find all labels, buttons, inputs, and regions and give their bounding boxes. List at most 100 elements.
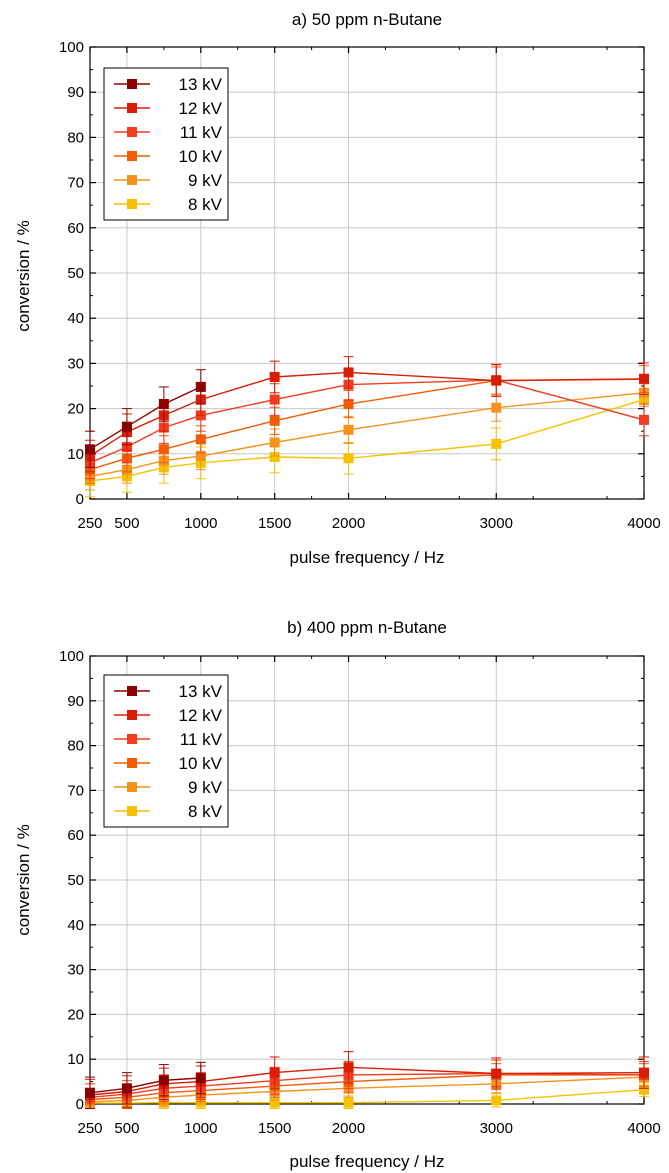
- data-point: [269, 415, 280, 426]
- data-point: [491, 375, 502, 386]
- x-tick-label: 3000: [480, 515, 513, 532]
- y-tick-label: 100: [59, 648, 84, 665]
- y-tick-label: 90: [67, 693, 84, 710]
- data-point: [121, 421, 132, 432]
- y-tick-label: 80: [67, 129, 84, 146]
- data-point: [195, 381, 206, 392]
- legend-marker: [127, 758, 137, 768]
- y-tick-label: 20: [67, 1006, 84, 1023]
- legend-label: 8 kV: [188, 802, 223, 821]
- legend-label: 13 kV: [179, 682, 223, 701]
- y-tick-label: 0: [76, 491, 84, 508]
- series-11-kv: [85, 1059, 649, 1109]
- data-point: [269, 1067, 280, 1078]
- series-13-kv: [85, 369, 206, 468]
- data-point: [491, 1095, 502, 1106]
- x-tick-label: 1000: [184, 515, 217, 532]
- data-point: [491, 438, 502, 449]
- data-point: [195, 434, 206, 445]
- y-tick-label: 30: [67, 355, 84, 372]
- data-point: [639, 1067, 649, 1078]
- y-tick-label: 70: [67, 782, 84, 799]
- data-point: [85, 444, 95, 455]
- data-point: [269, 437, 280, 448]
- legend-marker: [127, 782, 137, 792]
- series-12-kv: [85, 356, 649, 473]
- series-line: [90, 1089, 645, 1104]
- legend: 13 kV 12 kV 11 kV 10 kV 9 kV 8 kV: [103, 67, 229, 221]
- series-10-kv: [85, 365, 649, 484]
- data-point: [343, 424, 354, 435]
- chart-a-title: a) 50 ppm n-Butane: [291, 10, 443, 29]
- series-line: [89, 398, 645, 482]
- legend-label: 10 kV: [179, 147, 223, 166]
- x-tick-label: 4000: [627, 1120, 660, 1137]
- chart-a-xlabel: pulse frequency / Hz: [289, 548, 445, 567]
- chart-b-xlabel: pulse frequency / Hz: [289, 1152, 445, 1171]
- legend-label: 13 kV: [179, 75, 223, 94]
- data-point: [121, 1083, 132, 1094]
- legend-label: 10 kV: [179, 754, 223, 773]
- legend-label: 11 kV: [180, 730, 223, 749]
- x-tick-label: 1500: [258, 1120, 291, 1137]
- series-line: [89, 386, 202, 450]
- x-tick-label: 2000: [332, 515, 365, 532]
- x-tick-label: 250: [77, 1120, 102, 1137]
- y-tick-label: 50: [67, 872, 84, 889]
- chart-b: 0 10 20 30 40 50 60 70 80 90 100 250 500 1000 1500 2000…: [59, 648, 661, 1137]
- legend-marker: [127, 686, 137, 696]
- x-tick-label: 3000: [480, 1120, 513, 1137]
- y-tick-label: 0: [76, 1096, 84, 1113]
- data-point: [158, 444, 169, 455]
- chart-a: 0 10 20 30 40 50 60 70 80 90 100 250 500 1000 1500 2000…: [59, 39, 661, 532]
- series-line: [89, 1076, 645, 1103]
- y-tick-label: 10: [67, 446, 84, 463]
- series-line: [89, 1072, 645, 1098]
- legend-label: 9 kV: [188, 778, 223, 797]
- y-tick-label: 100: [59, 39, 84, 56]
- y-tick-label: 50: [67, 265, 84, 282]
- y-tick-label: 60: [67, 220, 84, 237]
- y-tick-label: 40: [67, 310, 84, 327]
- x-tick-label: 500: [114, 1120, 139, 1137]
- series-line: [89, 1066, 645, 1096]
- y-tick-label: 40: [67, 917, 84, 934]
- y-tick-label: 90: [67, 84, 84, 101]
- series-9-kv: [85, 378, 649, 491]
- legend-marker: [127, 103, 137, 113]
- legend-marker: [127, 199, 137, 209]
- y-tick-label: 80: [67, 738, 84, 755]
- legend-label: 9 kV: [188, 171, 223, 190]
- series-line: [89, 392, 645, 478]
- data-point: [639, 373, 649, 384]
- data-point: [158, 399, 169, 410]
- chart-b-title: b) 400 ppm n-Butane: [287, 618, 447, 637]
- data-point: [269, 1097, 280, 1108]
- legend-marker: [127, 79, 137, 89]
- legend-marker: [127, 127, 137, 137]
- y-tick-label: 60: [67, 827, 84, 844]
- legend-box: [103, 674, 229, 828]
- data-point: [491, 1068, 502, 1079]
- y-tick-label: 30: [67, 962, 84, 979]
- data-point: [269, 371, 280, 382]
- legend-marker: [127, 710, 137, 720]
- legend-marker: [127, 151, 137, 161]
- y-tick-label: 70: [67, 175, 84, 192]
- legend-marker: [127, 806, 137, 816]
- legend-label: 11 kV: [180, 123, 223, 142]
- series-line: [89, 371, 645, 457]
- data-point: [343, 453, 354, 464]
- data-point: [639, 1084, 649, 1095]
- data-point: [343, 1097, 354, 1108]
- legend: 13 kV 12 kV 11 kV 10 kV 9 kV 8 kV: [103, 674, 229, 828]
- series-11-kv: [85, 363, 649, 480]
- data-point: [639, 414, 649, 425]
- x-tick-label: 4000: [627, 515, 660, 532]
- data-point: [343, 1062, 354, 1073]
- x-tick-label: 2000: [332, 1120, 365, 1137]
- x-tick-label: 1500: [258, 515, 291, 532]
- data-point: [343, 367, 354, 378]
